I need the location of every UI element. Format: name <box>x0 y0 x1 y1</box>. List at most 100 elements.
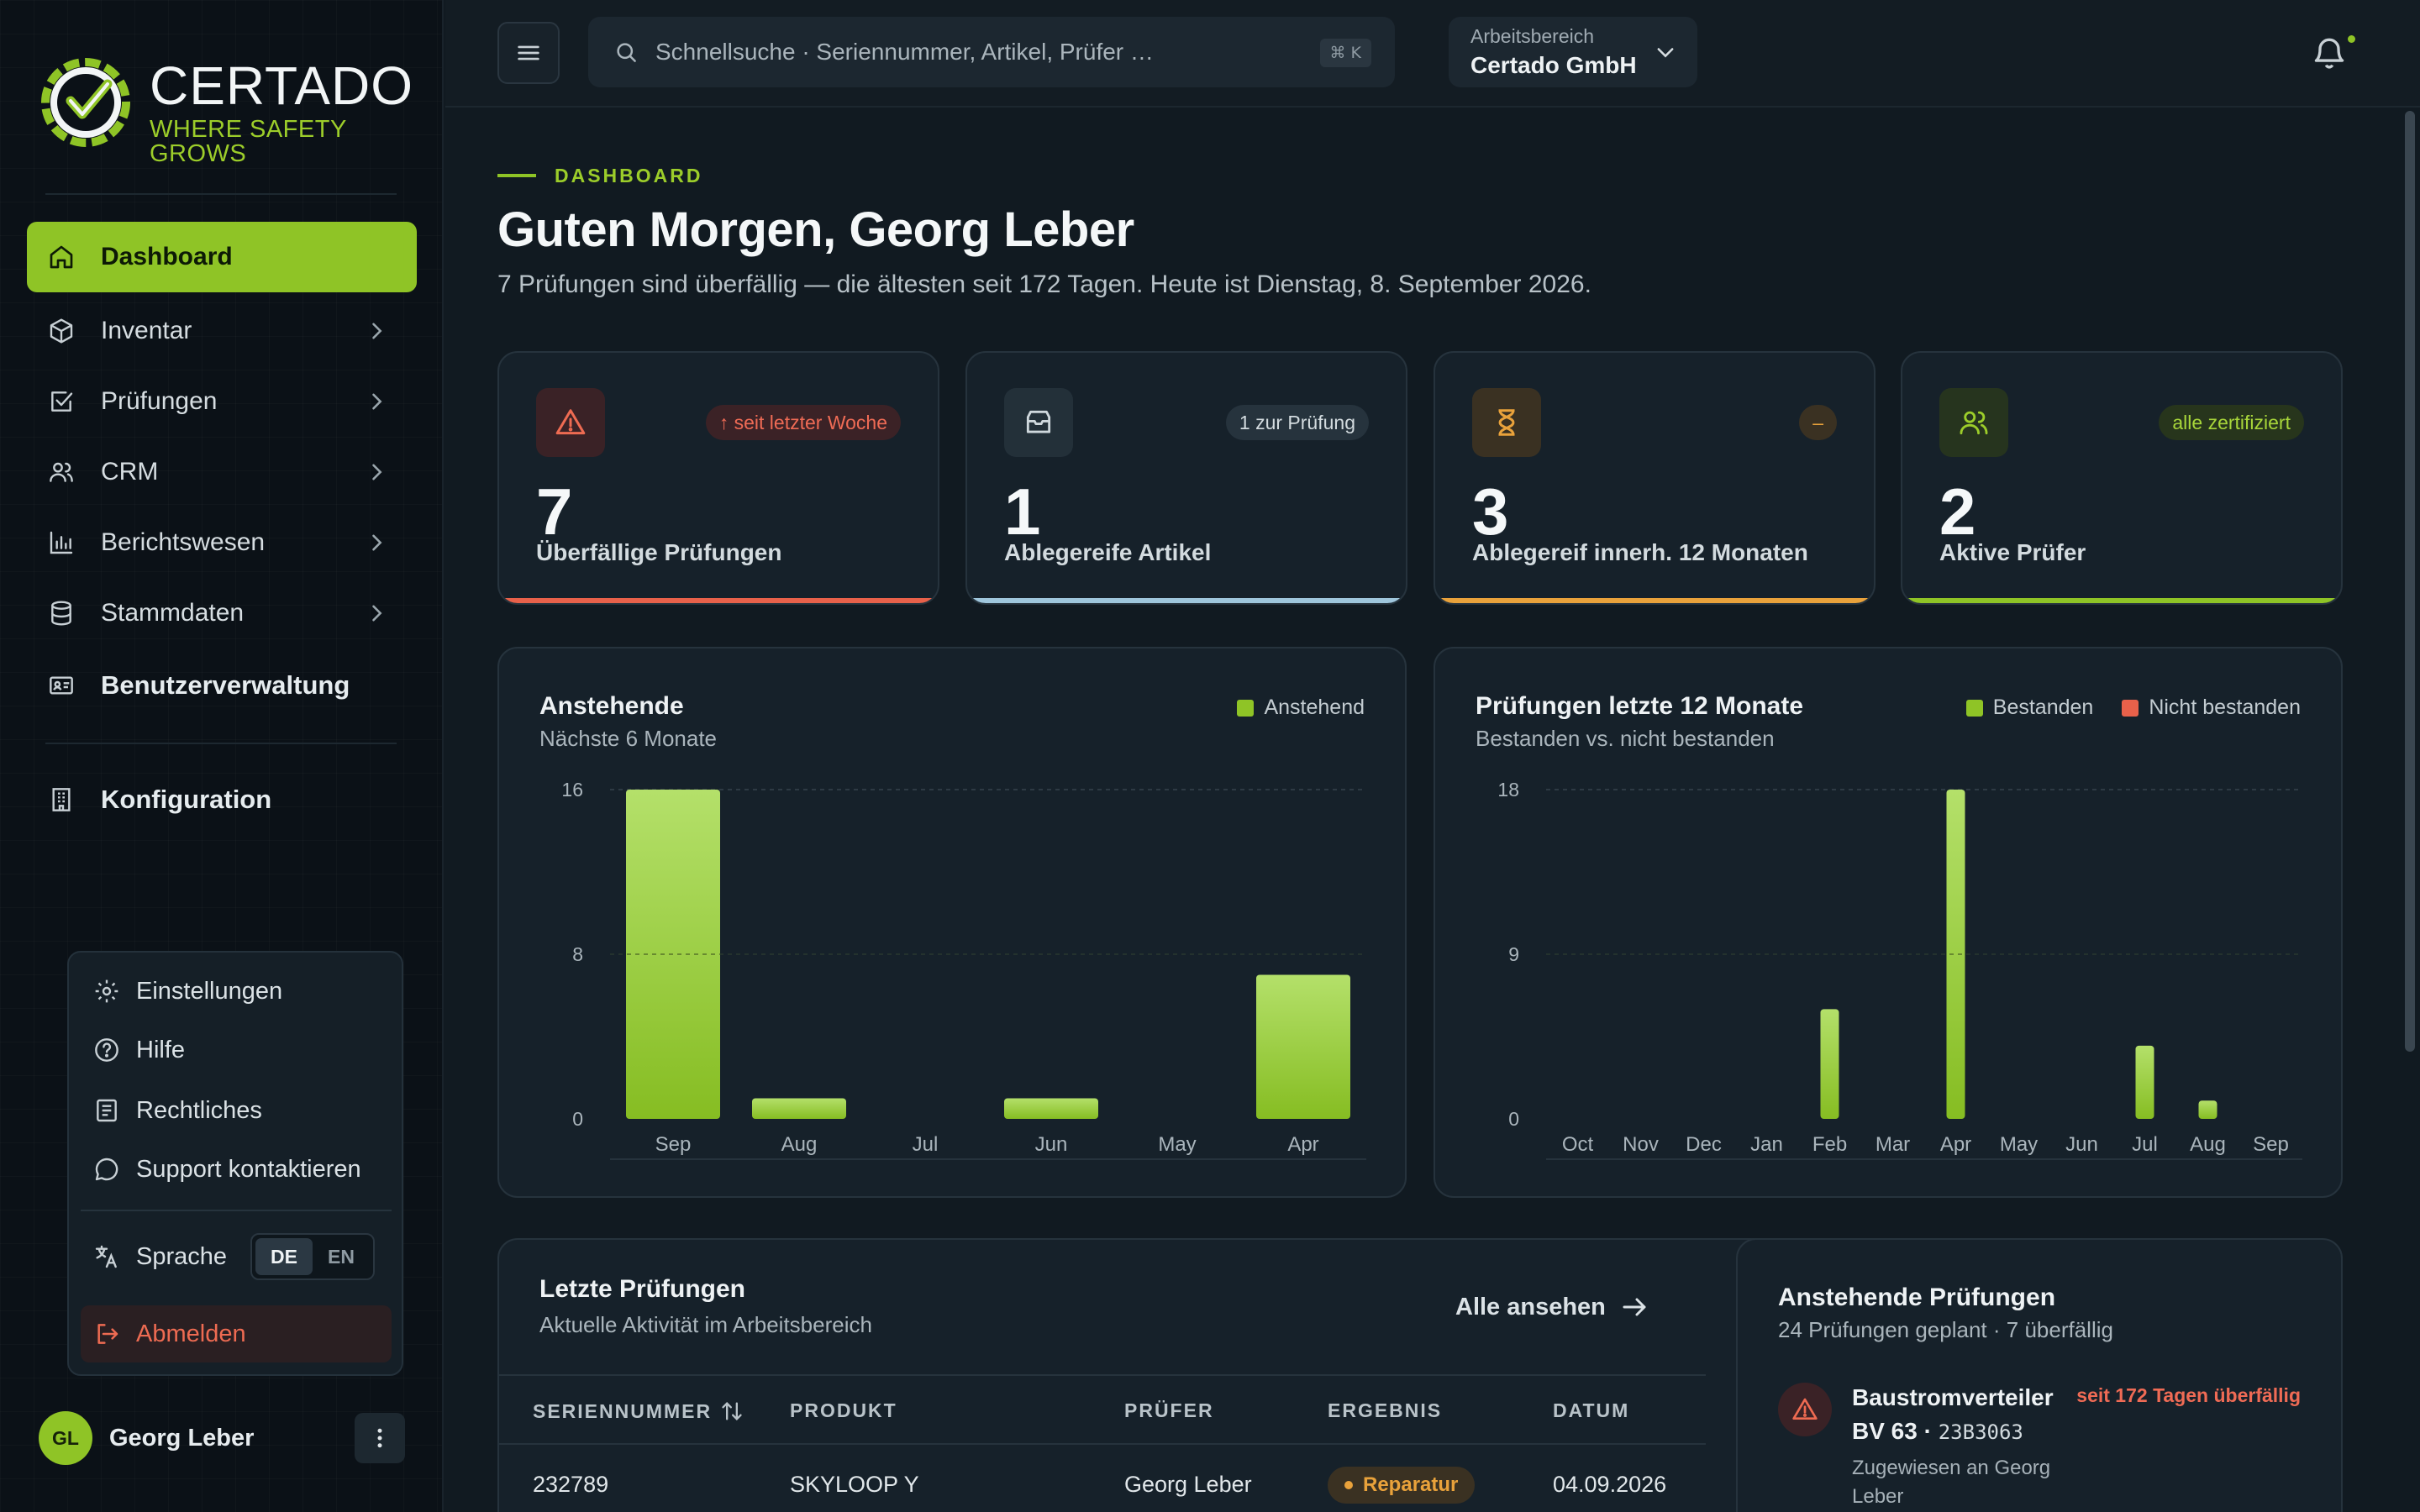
sidebar-item-benutzerverwaltung[interactable]: Benutzerverwaltung <box>27 650 417 721</box>
hourglass-icon <box>1472 388 1541 457</box>
bar-apr[interactable] <box>1946 790 1965 1119</box>
user-profile[interactable]: GL Georg Leber <box>39 1411 405 1465</box>
chart-title: Prüfungen letzte 12 Monate <box>1476 692 1804 720</box>
status-dot <box>1344 1481 1353 1489</box>
building-icon <box>47 785 76 814</box>
sort-icon <box>722 1402 742 1420</box>
legend-label: Bestanden <box>1992 696 2094 719</box>
item-code-prefix: BV 63 · <box>1852 1418 1932 1444</box>
column-header-date[interactable]: DATUM <box>1553 1399 1630 1421</box>
sidebar-item-label: Berichtswesen <box>101 528 266 556</box>
sidebar-item-inventar[interactable]: Inventar <box>27 296 417 366</box>
page-title: Guten Morgen, Georg Leber <box>497 202 1134 257</box>
sidebar-item-label: Prüfungen <box>101 387 218 415</box>
scrollbar-track[interactable] <box>2400 108 2420 1512</box>
lang-de-button[interactable]: DE <box>255 1238 313 1275</box>
workspace-selector[interactable]: Arbeitsbereich Certado GmbH <box>1449 17 1697 87</box>
bar-jul[interactable] <box>2135 1045 2154 1119</box>
top-bar: Schnellsuche · Seriennummer, Artikel, Pr… <box>445 0 2420 108</box>
x-tick-label: Apr <box>1940 1133 1971 1156</box>
recent-subtitle: Aktuelle Aktivität im Arbeitsbereich <box>539 1312 872 1337</box>
menu-item-help[interactable]: Hilfe <box>92 1026 185 1074</box>
bar-feb[interactable] <box>1820 1009 1839 1119</box>
arrow-right-icon <box>1623 1298 1646 1316</box>
recent-title: Letzte Prüfungen <box>539 1275 745 1303</box>
chart-panel-12-months: Prüfungen letzte 12 Monate Bestanden vs.… <box>1434 647 2343 1198</box>
x-tick-label: May <box>1158 1133 1196 1156</box>
bell-icon[interactable] <box>2311 34 2348 71</box>
sidebar-item-label: Stammdaten <box>101 599 245 627</box>
divider <box>81 1210 392 1211</box>
hamburger-icon <box>518 45 539 60</box>
bar-chart-icon <box>47 528 76 557</box>
sidebar-item-konfiguration[interactable]: Konfiguration <box>27 764 417 835</box>
item-assigned: Zugewiesen an Georg Leber <box>1852 1457 2051 1508</box>
eyebrow-accent <box>497 174 536 177</box>
x-tick-label: Aug <box>781 1133 818 1156</box>
column-header-result[interactable]: ERGEBNIS <box>1328 1399 1443 1421</box>
menu-item-support[interactable]: Support kontaktieren <box>92 1146 361 1193</box>
y-tick-label: 8 <box>572 943 583 965</box>
view-all-link[interactable]: Alle ansehen <box>1455 1290 1649 1324</box>
kpi-value: 3 <box>1472 475 1509 549</box>
x-tick-label: Jan <box>1750 1133 1783 1156</box>
kpi-badge: ↑ seit letzter Woche <box>705 405 901 440</box>
logout-icon <box>92 1320 121 1348</box>
menu-item-label: Support kontaktieren <box>136 1155 361 1183</box>
table-header: SERIENNUMMER PRODUKT PRÜFER ERGEBNIS DAT… <box>499 1374 1706 1445</box>
x-tick-label: Sep <box>655 1133 692 1156</box>
scrollbar-thumb[interactable] <box>2405 111 2415 1052</box>
sidebar-item-stammdaten[interactable]: Stammdaten <box>27 578 417 648</box>
more-vertical-button[interactable] <box>355 1413 405 1463</box>
kpi-accent-bar <box>967 598 1406 603</box>
sidebar-item-berichtswesen[interactable]: Berichtswesen <box>27 507 417 578</box>
language-toggle: DE EN <box>250 1233 375 1280</box>
kpi-card-discard-12m[interactable]: – 3 Ablegereif innerh. 12 Monaten <box>1434 351 1876 605</box>
chart-legend: Anstehend <box>1237 696 1365 720</box>
kpi-card-discard-ready[interactable]: 1 zur Prüfung 1 Ablegereife Artikel <box>965 351 1407 605</box>
search-input[interactable]: Schnellsuche · Seriennummer, Artikel, Pr… <box>588 17 1395 87</box>
upcoming-item[interactable]: Baustromverteiler BV 63 · 23B3063 Zugewi… <box>1852 1381 2087 1511</box>
bar-jun[interactable] <box>1004 1098 1098 1120</box>
column-header-inspector[interactable]: PRÜFER <box>1124 1399 1214 1421</box>
search-placeholder: Schnellsuche · Seriennummer, Artikel, Pr… <box>655 39 1154 65</box>
page-eyebrow: DASHBOARD <box>555 165 703 186</box>
table-row[interactable]: 232789 SKYLOOP Y Georg Leber Reparatur 0… <box>499 1446 1706 1512</box>
column-header-product[interactable]: PRODUKT <box>790 1399 897 1421</box>
user-menu-popover: Einstellungen Hilfe Rechtliches Support … <box>67 951 403 1376</box>
sidebar-item-crm[interactable]: CRM <box>27 437 417 507</box>
legend-item-passed: Bestanden <box>1965 696 2094 720</box>
y-tick-label: 16 <box>561 779 583 801</box>
column-header-serial[interactable]: SERIENNUMMER <box>533 1399 744 1423</box>
bar-apr[interactable] <box>1256 974 1350 1120</box>
menu-item-settings[interactable]: Einstellungen <box>92 968 282 1015</box>
legend-swatch <box>1237 699 1255 717</box>
overdue-status: seit 172 Tagen überfällig <box>2076 1384 2301 1406</box>
menu-item-legal[interactable]: Rechtliches <box>92 1087 262 1134</box>
kpi-card-overdue[interactable]: ↑ seit letzter Woche 7 Überfällige Prüfu… <box>497 351 939 605</box>
menu-toggle-button[interactable] <box>497 22 560 84</box>
kpi-card-active-inspectors[interactable]: alle zertifiziert 2 Aktive Prüfer <box>1901 351 2343 605</box>
sidebar-item-pruefungen[interactable]: Prüfungen <box>27 366 417 437</box>
upcoming-inspections-panel: Anstehende Prüfungen 24 Prüfungen geplan… <box>1736 1238 2343 1512</box>
x-tick-label: Jul <box>913 1133 939 1156</box>
legend-swatch <box>2122 699 2139 717</box>
cell-inspector: Georg Leber <box>1124 1472 1252 1497</box>
logout-button[interactable]: Abmelden <box>81 1305 392 1362</box>
sidebar-item-label: Inventar <box>101 317 192 344</box>
kpi-accent-bar <box>1902 598 2341 603</box>
menu-item-label: Rechtliches <box>136 1096 262 1124</box>
x-tick-label: Feb <box>1812 1133 1847 1156</box>
sidebar-item-dashboard[interactable]: Dashboard <box>27 222 417 292</box>
x-tick-label: Dec <box>1686 1133 1722 1156</box>
brand-logo[interactable]: CERTADO WHERE SAFETY GROWS <box>37 50 424 166</box>
status-label: Reparatur <box>1363 1473 1459 1496</box>
lang-en-button[interactable]: EN <box>328 1245 355 1268</box>
kpi-value: 2 <box>1939 475 1976 549</box>
x-tick-label: Nov <box>1623 1133 1659 1156</box>
chart-legend: Bestanden Nicht bestanden <box>1965 696 2301 720</box>
users-icon <box>47 458 76 486</box>
x-tick-label: Sep <box>2253 1133 2289 1156</box>
bar-aug[interactable] <box>752 1098 846 1120</box>
bar-aug[interactable] <box>2198 1100 2217 1119</box>
